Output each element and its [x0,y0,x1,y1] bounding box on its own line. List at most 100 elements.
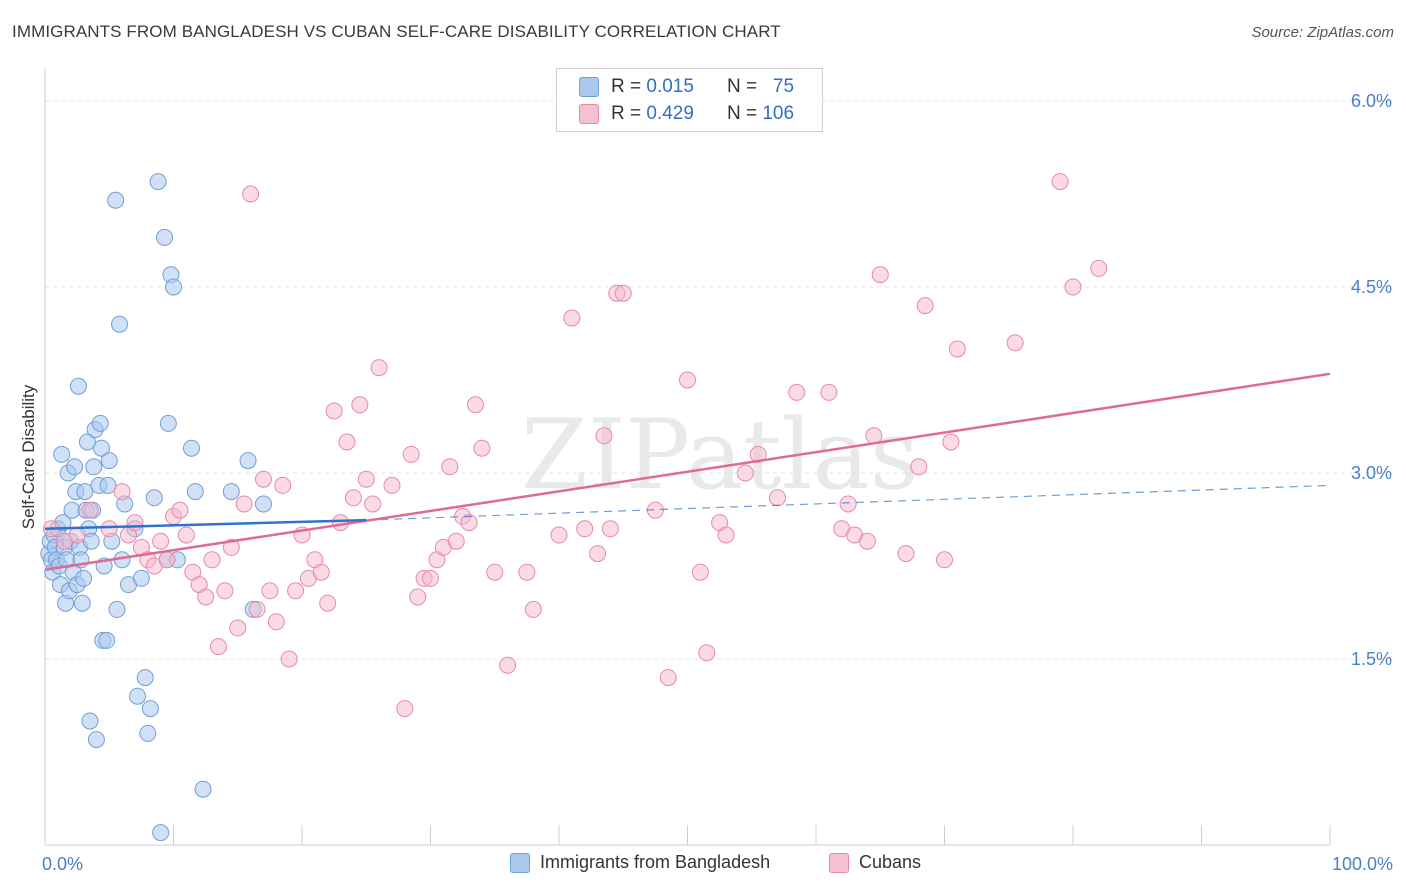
data-point-cubans [441,458,459,476]
data-point-bangladesh [165,278,182,296]
data-point-cubans [229,619,247,637]
data-point-cubans [717,526,735,544]
data-point-cubans [254,470,272,488]
gridlines [45,100,1392,660]
data-point-cubans [524,600,542,618]
data-point-bangladesh [239,452,257,470]
data-point-cubans [589,545,607,563]
data-point-cubans [203,551,221,569]
data-point-bangladesh [129,687,147,705]
data-point-cubans [910,458,928,476]
data-point-cubans [839,495,857,513]
chart-title: IMMIGRANTS FROM BANGLADESH VS CUBAN SELF… [12,22,781,41]
data-point-cubans [383,476,401,494]
data-point-cubans [351,396,369,414]
data-point-cubans [1051,173,1069,191]
data-point-bangladesh [98,631,116,649]
data-point-cubans [242,185,260,203]
data-point-bangladesh [222,483,240,501]
y-axis-label: Self-Care Disability [19,384,38,529]
data-point-cubans [916,297,934,315]
data-point-bangladesh [182,439,200,457]
trend-line-cubans [44,372,1331,571]
data-point-cubans [325,402,343,420]
x-tick-labels: 0.0% 100.0% [42,854,1393,874]
data-point-cubans [261,582,279,600]
data-point-cubans [1090,259,1108,277]
data-point-bangladesh [78,433,96,451]
legend-n-label: N = [726,103,758,124]
data-point-cubans [447,532,465,550]
data-point-cubans [942,433,960,451]
legend-row-cubans: R = 0.429 N = 106 [579,102,794,126]
data-point-cubans [871,266,889,284]
trend-line-bangladesh [44,518,367,531]
data-point-cubans [248,600,266,618]
axes [44,68,1331,846]
data-point-cubans [679,371,696,389]
data-point-bangladesh [87,731,105,749]
data-point-bangladesh [108,600,126,618]
data-point-cubans [370,359,388,377]
legend-r-value-bangladesh: 0.015 [646,76,694,97]
data-point-bangladesh [141,700,159,718]
data-point-cubans [280,650,298,668]
data-point-cubans [659,669,677,687]
legend-r-label: R = [611,103,642,124]
data-point-cubans [563,309,581,327]
data-point-bangladesh [99,476,117,494]
data-point-bangladesh [75,569,93,587]
data-point-cubans [338,433,356,451]
data-point-cubans [152,532,170,550]
x-tick-label: 100.0% [1332,854,1393,874]
y-tick-label: 1.5% [1351,649,1392,669]
bottom-legend-bangladesh[interactable]: Immigrants from Bangladesh [510,852,770,873]
data-point-cubans [749,445,767,463]
data-point-cubans [518,563,536,581]
data-point-cubans [858,532,876,550]
data-point-bangladesh [145,489,163,507]
legend-swatch-blue [579,77,599,97]
data-point-bangladesh [66,458,84,476]
data-point-bangladesh [81,712,99,730]
data-point-cubans [171,501,189,519]
bottom-legend-cubans[interactable]: Cubans [829,852,921,873]
data-point-cubans [177,526,195,544]
data-point-cubans [235,495,253,513]
data-point-cubans [409,588,427,606]
trend-lines [44,372,1331,571]
data-point-cubans [357,470,375,488]
data-point-cubans [601,520,619,538]
data-point-cubans [81,501,99,519]
trend-line-bangladesh-extrapolated [366,484,1331,521]
data-point-bangladesh [136,669,154,687]
data-point-cubans [222,538,240,556]
series-cubans-points [42,173,1108,718]
bottom-legend-swatch-blue [510,852,530,873]
legend-n-label: N = [726,76,758,97]
data-point-bangladesh [82,532,100,550]
x-tick-label: 0.0% [42,854,83,874]
data-point-bangladesh [100,452,118,470]
data-point-cubans [113,483,131,501]
legend-swatch-pink [579,104,599,124]
bottom-legend-label-cubans: Cubans [859,852,922,872]
data-point-cubans [216,582,234,600]
data-point-cubans [158,551,176,569]
data-point-cubans [466,396,484,414]
data-point-cubans [698,644,716,662]
data-point-bangladesh [186,483,204,501]
legend-r-label: R = [611,76,642,97]
legend-r-value-cubans: 0.429 [646,103,694,124]
data-point-cubans [576,520,594,538]
bottom-legend-label-bangladesh: Immigrants from Bangladesh [540,852,771,872]
data-point-cubans [614,284,632,302]
data-point-bangladesh [107,191,125,209]
data-point-bangladesh [63,501,81,519]
data-point-cubans [550,526,568,544]
y-tick-label: 6.0% [1351,91,1392,111]
data-point-bangladesh [149,173,167,191]
y-tick-labels: 1.5% 3.0% 4.5% 6.0% [1351,91,1392,669]
watermark: ZIPatlas [521,399,919,511]
data-point-cubans [396,700,414,718]
